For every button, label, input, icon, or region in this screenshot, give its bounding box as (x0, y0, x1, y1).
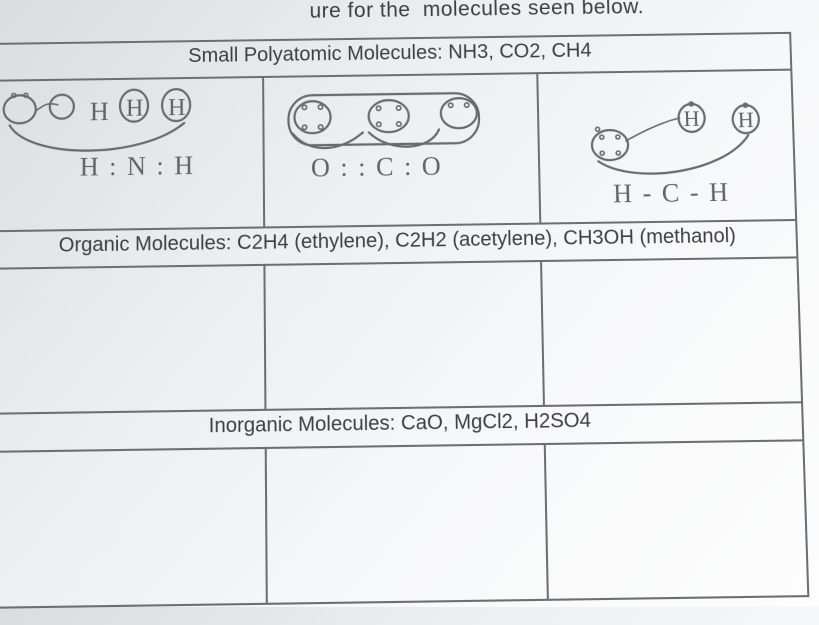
doodle-nh3: H H H (0, 78, 261, 160)
doodle-ch4: H H (561, 95, 784, 188)
header-frag-right: molecules seen below. (423, 0, 645, 21)
svg-text:H: H (683, 106, 700, 131)
svg-text:H: H (126, 95, 143, 121)
page-header-fragment: ure for the molecules seen below. (309, 0, 644, 24)
svg-text:H: H (90, 97, 109, 126)
doodle-co2 (278, 80, 530, 162)
section-heading-small-text: Small Polyatomic Molecules: NH3, CO2, CH… (188, 40, 592, 67)
section-heading-inorganic-text: Inorganic Molecules: CaO, MgCl2, H2SO4 (209, 409, 591, 437)
svg-text:H: H (168, 95, 185, 121)
svg-text:H: H (737, 107, 754, 132)
header-frag-left: ure for the (309, 0, 410, 23)
